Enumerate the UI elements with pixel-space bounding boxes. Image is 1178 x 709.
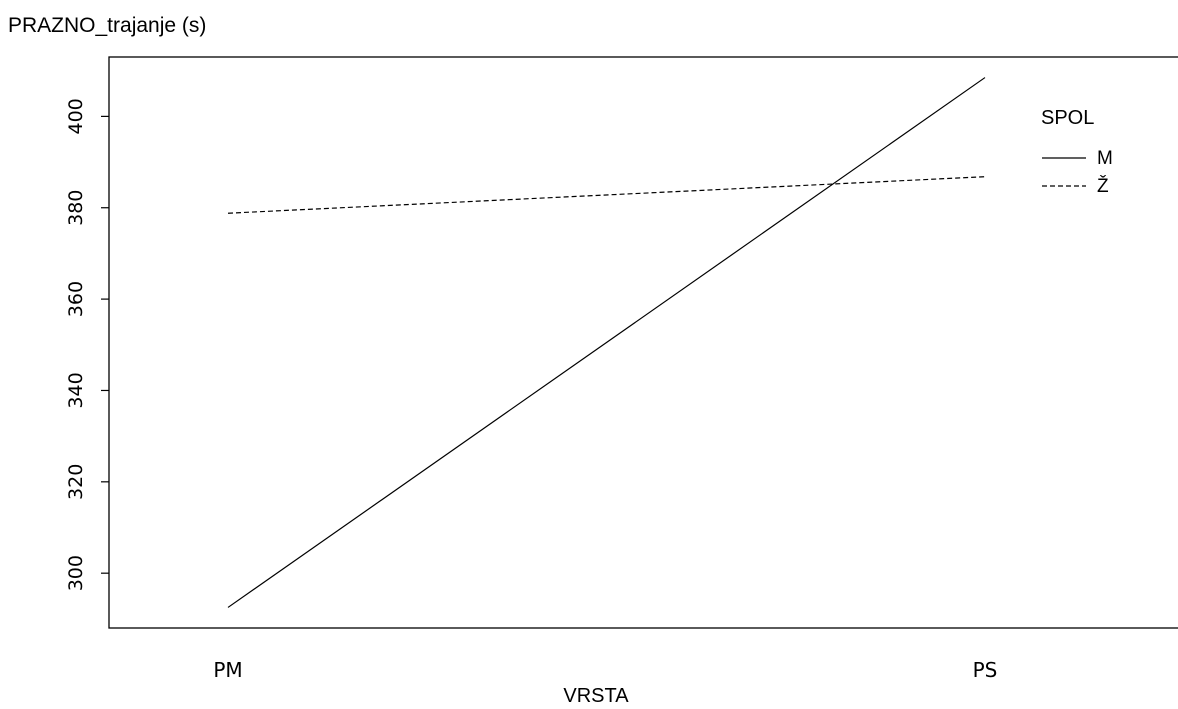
series-lines xyxy=(227,77,986,608)
series-line-1 xyxy=(227,77,986,608)
y-tick-label: 400 xyxy=(65,98,87,134)
x-tick-label: PS xyxy=(973,658,998,682)
y-tick-label: 320 xyxy=(65,464,87,500)
y-tick-label: 340 xyxy=(65,372,87,408)
plot-frame xyxy=(108,56,1178,629)
legend-title: SPOL xyxy=(1041,107,1094,129)
y-tick-label: 300 xyxy=(65,555,87,591)
y-axis-label: PRAZNO_trajanje (s) xyxy=(8,14,206,37)
legend-label: Ž xyxy=(1097,175,1109,197)
legend: SPOL MŽ xyxy=(1041,107,1113,197)
x-tick-label: PM xyxy=(213,658,242,682)
legend-label: M xyxy=(1097,148,1113,169)
y-tick-label: 380 xyxy=(65,190,87,226)
x-axis: PM PS xyxy=(213,658,997,682)
series-line-2 xyxy=(227,176,986,214)
y-tick-label: 360 xyxy=(65,281,87,317)
x-axis-label: VRSTA xyxy=(563,685,629,707)
y-axis: 300 320 340 360 380 400 xyxy=(65,98,109,591)
